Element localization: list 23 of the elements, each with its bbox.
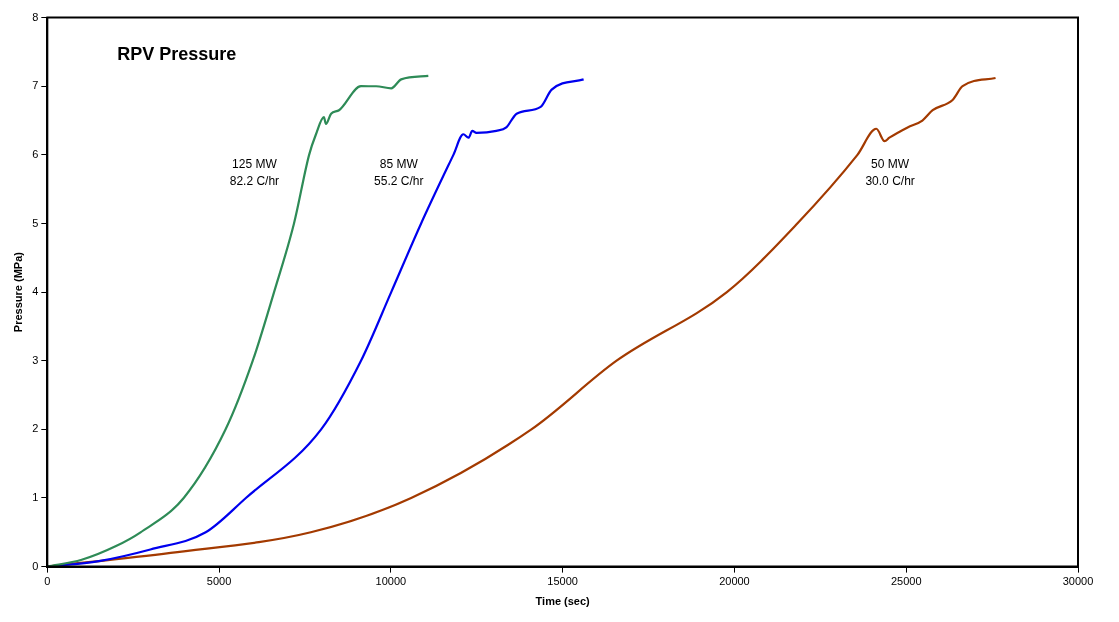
y-tick-label: 7 bbox=[32, 79, 39, 92]
series-label: 125 MW 82.2 C/hr bbox=[229, 157, 280, 189]
y-tick-label: 6 bbox=[32, 147, 39, 160]
line-series bbox=[47, 74, 430, 567]
x-tick-label: 5000 bbox=[206, 575, 232, 588]
y-tick-label: 0 bbox=[32, 559, 39, 572]
x-tick-label: 30000 bbox=[1062, 575, 1094, 588]
y-tick-label: 4 bbox=[32, 285, 39, 298]
y-tick-label: 8 bbox=[32, 10, 39, 23]
x-axis-title: Time (sec) bbox=[535, 595, 591, 608]
y-tick-label: 1 bbox=[32, 491, 39, 504]
y-tick-label: 5 bbox=[32, 216, 39, 229]
series-label: 85 MW 55.2 C/hr bbox=[374, 157, 424, 189]
x-tick-label: 20000 bbox=[719, 575, 750, 588]
x-tick-label: 15000 bbox=[547, 575, 578, 588]
y-tick-label: 2 bbox=[32, 422, 39, 435]
text: RPV Pressure bbox=[117, 43, 237, 64]
y-tick-label: 3 bbox=[32, 353, 39, 366]
x-tick-label: 0 bbox=[44, 575, 51, 588]
y-axis-title: Pressure (MPa) bbox=[11, 251, 24, 333]
x-tick-label: 25000 bbox=[890, 575, 922, 588]
series-label: 50 MW 30.0 C/hr bbox=[865, 157, 915, 189]
x-tick-label: 10000 bbox=[375, 575, 407, 588]
